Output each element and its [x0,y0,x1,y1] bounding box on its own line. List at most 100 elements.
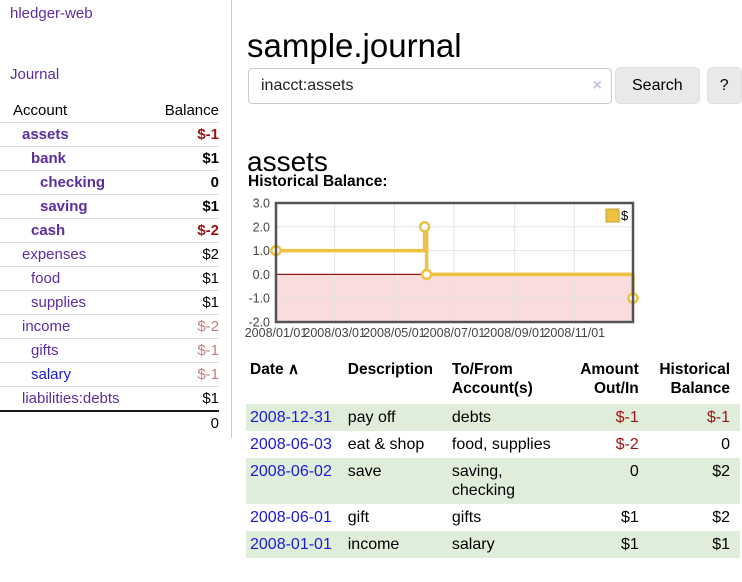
chart-canvas: $3.0 2.0 1.0 0.0 -1.0 -2.02008/01/012008/03/0… [245,197,639,340]
amount-column-header: Amount Out/In [580,361,639,397]
accounts-table-header: Account Balance [0,99,219,123]
accounts-total-value: 0 [210,415,219,432]
transaction-description-cell: gift [347,509,370,526]
svg-text:3.0: 3.0 [253,197,270,211]
svg-text:1.0: 1.0 [253,244,270,258]
transaction-date-cell: 2008-06-03 [246,431,348,458]
sidebar-account-link[interactable]: gifts [31,342,59,359]
search-button[interactable]: Search [615,67,700,104]
historical-balance-chart: $3.0 2.0 1.0 0.0 -1.0 -2.0 2008/01/01 2008/03/0… [239,195,641,350]
balance-column-header: Historical Balance [659,361,730,397]
sidebar-account-link[interactable]: assets [22,126,69,143]
sidebar-account-row: saving $1 [0,194,219,219]
transaction-amount-cell: $-2 [615,436,639,453]
clear-search-icon[interactable]: × [592,76,602,94]
transaction-date-cell: 2008-01-01 [246,531,348,558]
sidebar-account-balance: $1 [202,390,219,407]
transaction-description-cell: pay off [347,409,396,426]
sidebar-account-row: expenses $2 [0,242,219,267]
help-button[interactable]: ? [706,67,742,104]
sidebar-account-balance: $1 [202,198,219,215]
accounts-column-header: To/From Account(s) [451,361,533,397]
sidebar-account-balance: $-1 [197,342,219,359]
date-column-header: Date ∧ [250,361,300,378]
sidebar-account-row: assets $-1 [0,122,219,147]
transaction-balance-cell: $1 [712,536,730,553]
sidebar-account-link[interactable]: income [22,318,71,335]
sidebar-account-link[interactable]: salary [31,366,72,383]
sidebar-account-row: liabilities:debts $1 [0,386,219,412]
sidebar-account-balance: 0 [210,174,219,191]
sidebar-account-balance: $-2 [197,222,219,239]
sidebar-account-row: food $1 [0,266,219,291]
sidebar-item-journal[interactable]: Journal [10,66,60,83]
transaction-date-cell: 2008-06-02 [246,458,348,504]
transaction-row: 2008-06-01 gift gifts $1 $2 [246,504,740,531]
transaction-amount-cell: $-1 [615,409,639,426]
svg-text:2008/07/01: 2008/07/01 [423,326,486,340]
transaction-balance-cell: $2 [712,509,730,526]
svg-text:-2.0: -2.0 [248,316,270,330]
sidebar-account-row: supplies $1 [0,290,219,315]
svg-text:$: $ [621,208,629,223]
transaction-date-cell: 2008-06-01 [246,504,348,531]
transaction-date-link[interactable]: 2008-06-03 [250,436,332,453]
account-column-header: Account [13,102,68,119]
sidebar-account-balance: $-1 [197,126,219,143]
sidebar-account-row: cash $-2 [0,218,219,243]
sidebar-account-row: salary $-1 [0,362,219,387]
transaction-row: 2008-06-02 save saving, checking 0 $2 [246,458,740,504]
balance-column-header: Balance [164,102,219,119]
sidebar-account-balance: $1 [202,294,219,311]
transaction-date-link[interactable]: 2008-06-01 [250,509,332,526]
svg-text:2008/03/01: 2008/03/01 [303,326,366,340]
description-column-header: Description [347,361,434,378]
transaction-accounts-cell: gifts [451,509,482,526]
sidebar-account-balance: $1 [202,150,219,167]
sidebar-account-link[interactable]: checking [40,174,106,191]
sidebar: hledger-web Journal Account Balance asse… [0,0,232,438]
transaction-date-link[interactable]: 2008-12-31 [250,409,332,426]
svg-text:-1.0: -1.0 [248,292,270,306]
transaction-row: 2008-06-03 eat & shop food, supplies $-2 0 [246,431,740,458]
sidebar-account-link[interactable]: expenses [22,246,87,263]
sidebar-account-link[interactable]: saving [40,198,88,215]
sidebar-account-row: gifts $-1 [0,338,219,363]
accounts-total-row: 0 [0,411,219,435]
transaction-balance-cell: $2 [712,463,730,480]
svg-text:2008/09/01: 2008/09/01 [483,326,546,340]
sidebar-account-link[interactable]: bank [31,150,67,167]
transaction-amount-cell: 0 [629,463,639,480]
sidebar-account-balance: $1 [202,270,219,287]
sidebar-account-link[interactable]: supplies [31,294,87,311]
sidebar-account-row: checking 0 [0,170,219,195]
sidebar-account-balance: $-1 [197,366,219,383]
register-table: Date ∧ Description To/From Account(s) Am… [246,356,740,558]
transaction-balance-cell: $-1 [706,409,730,426]
accounts-table-body: assets $-1 bank $1 checking 0 saving $1 cash $-2 e… [0,122,219,412]
transaction-row: 2008-12-31 pay off debts $-1 $-1 [246,404,740,431]
sidebar-account-link[interactable]: food [31,270,61,287]
transaction-description-cell: save [347,463,382,480]
transaction-accounts-cell: salary [451,536,495,553]
account-heading: assets [247,146,328,178]
transaction-description-cell: income [347,536,400,553]
svg-text:0.0: 0.0 [253,268,270,282]
sort-ascending-icon: ∧ [287,361,300,378]
page-title: sample.journal [247,27,462,65]
svg-text:2.0: 2.0 [253,220,270,234]
svg-text:2008/01/01: 2008/01/01 [245,326,308,340]
sidebar-account-link[interactable]: liabilities:debts [22,390,120,407]
svg-text:2008/11/01: 2008/11/01 [543,326,605,340]
register-table-body: 2008-12-31 pay off debts $-1 $-1 2008-06-03 ea… [246,404,740,558]
sidebar-account-balance: $2 [202,246,219,263]
svg-text:2008/05/01: 2008/05/01 [363,326,426,340]
transaction-date-link[interactable]: 2008-01-01 [250,536,332,553]
sidebar-account-link[interactable]: cash [31,222,66,239]
app-brand-link[interactable]: hledger-web [10,5,93,22]
sidebar-account-balance: $-2 [197,318,219,335]
transaction-date-link[interactable]: 2008-06-02 [250,463,332,480]
chart-heading: Historical Balance: [248,173,388,190]
transaction-accounts-cell: debts [451,409,492,426]
search-input[interactable] [248,67,612,104]
